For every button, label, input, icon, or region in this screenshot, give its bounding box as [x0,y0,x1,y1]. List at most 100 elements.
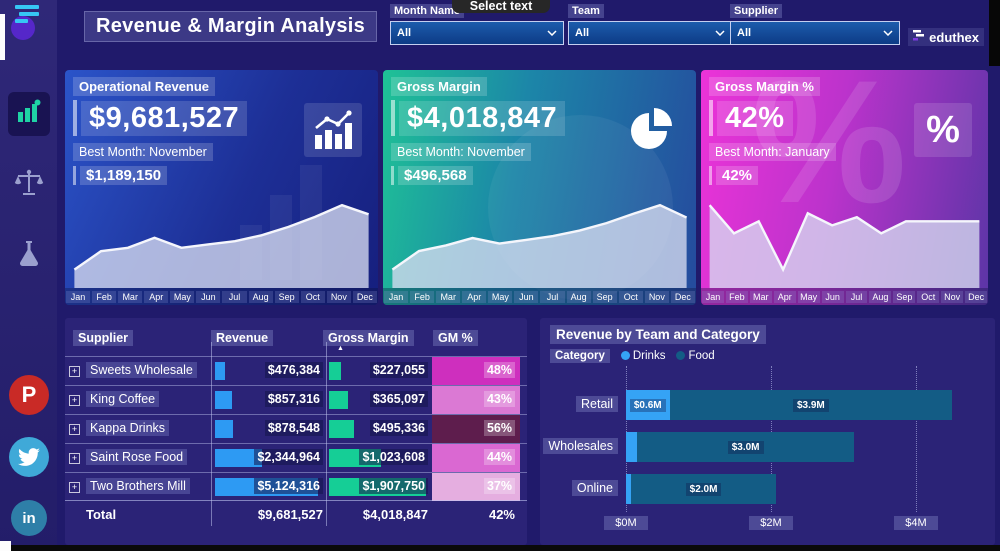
kpi-title: Gross Margin [391,77,487,96]
bar-retail-drinks[interactable]: $0.6M [626,390,670,420]
col-header-revenue[interactable]: Revenue [211,330,274,346]
col-header-supplier[interactable]: Supplier [73,330,134,346]
team-dropdown[interactable]: All [568,21,732,45]
total-revenue: $9,681,527 [257,507,323,522]
bar-online-drinks[interactable] [626,474,632,504]
accent-bar [709,166,712,185]
kpi-value: $4,018,847 [399,100,566,136]
margin-sparkline [383,196,696,288]
expand-icon[interactable]: + [69,424,80,435]
pinterest-icon[interactable]: P [9,375,49,415]
month-label: Sep [893,290,916,303]
dropdown-value: All [737,27,752,39]
bar-wholesales-food[interactable]: $3.0M [636,432,855,462]
total-margin: $4,018,847 [362,507,428,522]
nav-item-lab[interactable] [8,233,50,277]
brand-logo: eduthex [908,28,984,46]
expand-icon[interactable]: + [69,482,80,493]
chart-legend: Category Drinks Food [550,349,715,363]
month-label: Apr [773,290,796,303]
gridline [916,366,917,512]
kpi-value: 42% [717,100,793,136]
nav-item-balance[interactable] [8,163,50,207]
gm-pct-sparkline [701,196,980,288]
select-text-tooltip: Select text [452,0,550,13]
table-row[interactable]: + Sweets Wholesale $476,384 $227,055 48% [65,356,527,385]
margin-value: $1,907,750 [359,478,428,494]
revenue-bar [215,420,233,438]
nav-item-revenue-analysis[interactable] [8,92,50,136]
x-axis-tick: $0M [604,516,648,530]
chevron-down-icon [715,27,725,39]
app-logo-icon[interactable] [8,2,44,51]
month-label: Jun [821,290,844,303]
kpi-value: $9,681,527 [81,100,248,136]
expand-icon[interactable]: + [69,395,80,406]
table-row[interactable]: + Kappa Drinks $878,548 $495,336 56% [65,414,527,443]
revenue-cell: $878,548 [215,415,323,443]
bar-plot-area: $0M $2M $4M Retail $0.6M $3.9M Wholesales $3.0M… [540,318,995,545]
revenue-bar [215,391,232,409]
column-divider [326,342,327,526]
best-month-label: Best Month: November [391,143,531,161]
margin-bar [329,362,341,380]
supplier-name: Kappa Drinks [86,420,170,436]
twitter-icon[interactable] [9,437,49,477]
supplier-dropdown[interactable]: All [730,21,900,45]
revenue-value: $476,384 [264,362,323,378]
bar-chart-icon [16,99,42,129]
table-body: + Sweets Wholesale $476,384 $227,055 48% + Kin… [65,356,527,501]
bar-wholesales-drinks[interactable] [626,432,637,462]
gm-pct-value: 48% [483,362,515,378]
filter-supplier: Supplier All [730,4,900,45]
month-label: Jul [540,290,565,303]
month-axis: Jan Feb Mar Apr May Jun Jul Aug Sep Oct Nov Dec [701,288,988,305]
expand-icon[interactable]: + [69,366,80,377]
x-axis-tick: $4M [894,516,938,530]
accent-bar [391,166,394,185]
month-label: Feb [725,290,748,303]
col-header-gross-margin[interactable]: Gross Margin [323,330,414,346]
legend-item-drinks[interactable]: Drinks [620,350,665,362]
month-label: Aug [248,290,273,303]
month-label: Oct [618,290,643,303]
table-row[interactable]: + Two Brothers Mill $5,124,316 $1,907,750 37… [65,472,527,501]
margin-cell: $1,907,750 [329,473,428,501]
gm-pct-cell: 56% [432,415,520,443]
bar-value-label: $0.6M [629,398,666,412]
month-label: Jul [222,290,247,303]
linkedin-icon[interactable]: in [11,500,47,536]
revenue-cell: $2,344,964 [215,444,323,472]
x-axis-tick: $2M [749,516,793,530]
pinterest-glyph: P [21,382,37,407]
month-label: Jan [66,290,91,303]
bottom-black-bar [0,545,1000,551]
month-name-dropdown[interactable]: All [390,21,564,45]
revenue-cell: $5,124,316 [215,473,323,501]
revenue-value: $5,124,316 [254,478,323,494]
month-label: Feb [92,290,117,303]
month-label: Nov [644,290,669,303]
table-row[interactable]: + King Coffee $857,316 $365,097 43% [65,385,527,414]
sort-ascending-icon[interactable]: ▲ [337,345,344,352]
bar-retail-food[interactable]: $3.9M [669,390,953,420]
month-axis: Jan Feb Mar Apr May Jun Jul Aug Sep Oct Nov Dec [65,288,378,305]
table-row[interactable]: + Saint Rose Food $2,344,964 $1,023,608 44% [65,443,527,472]
revenue-value: $857,316 [264,391,323,407]
month-label: Mar [749,290,772,303]
supplier-name: Sweets Wholesale [86,362,197,378]
margin-bar [329,391,348,409]
bar-online-food[interactable]: $2.0M [631,474,777,504]
supplier-name: King Coffee [86,391,160,407]
month-label: Aug [869,290,892,303]
kpi-title: Gross Margin % [709,77,820,96]
margin-value: $227,055 [369,362,428,378]
food-dot-icon [676,351,686,360]
chart-title: Revenue by Team and Category [550,325,766,344]
bar-row-wholesales: $3.0M [626,432,855,462]
legend-item-food[interactable]: Food [676,350,715,362]
scales-icon [14,168,44,203]
col-header-gm-pct[interactable]: GM % [433,330,478,346]
expand-icon[interactable]: + [69,453,80,464]
month-label: Jan [702,290,724,303]
